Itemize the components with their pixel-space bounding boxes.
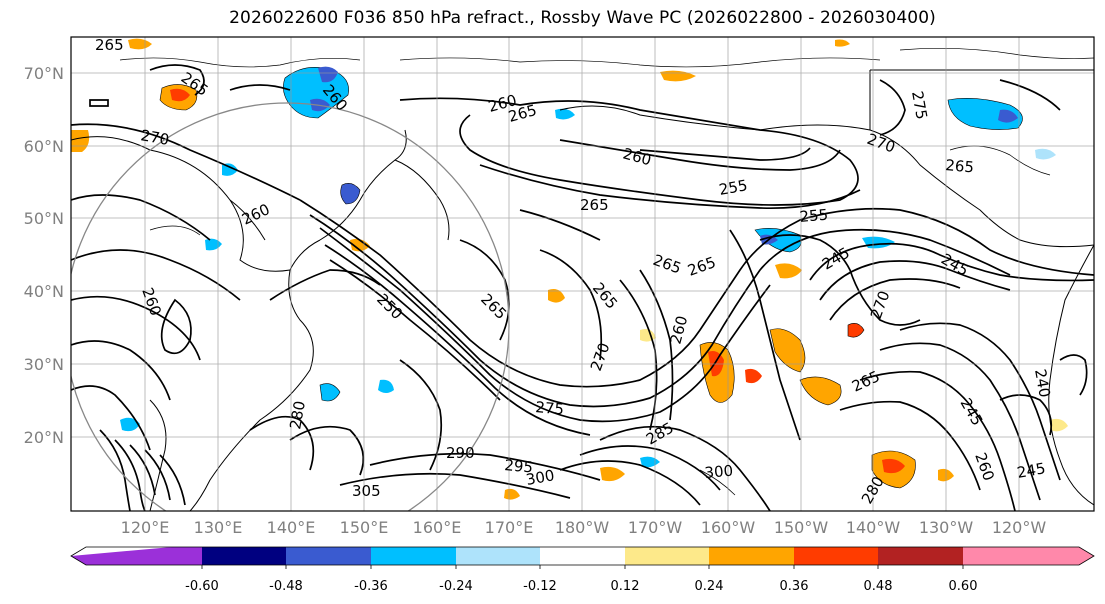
colorbar-segment bbox=[286, 547, 371, 565]
contour-label: 255 bbox=[799, 206, 829, 226]
lon-label: 140°W bbox=[846, 518, 901, 537]
gridlines bbox=[71, 37, 1094, 511]
lat-label: 60°N bbox=[24, 137, 64, 156]
colorbar-tick-label: -0.60 bbox=[185, 579, 219, 594]
refractivity-contours bbox=[71, 64, 1094, 511]
contour-label: 245 bbox=[1016, 459, 1047, 482]
contour-label: 305 bbox=[352, 482, 381, 500]
contour-label: 240 bbox=[1031, 368, 1054, 399]
lon-label: 170°E bbox=[485, 518, 534, 537]
lon-label: 120°E bbox=[121, 518, 170, 537]
lon-label: 120°W bbox=[992, 518, 1047, 537]
contour-label: 280 bbox=[286, 399, 309, 430]
lon-label: 170°W bbox=[628, 518, 683, 537]
lon-label: 150°W bbox=[774, 518, 829, 537]
contour-label: 295 bbox=[504, 456, 534, 476]
lon-axis: 120°E 130°E 140°E 150°E 160°E 170°E 180°… bbox=[121, 518, 1047, 537]
contour-label: 265 bbox=[945, 156, 975, 176]
lat-label: 40°N bbox=[24, 282, 64, 301]
colorbar-segment bbox=[371, 547, 456, 565]
contour-label: 265 bbox=[580, 196, 609, 214]
colorbar-segment bbox=[71, 547, 202, 565]
colorbar-tick-label: -0.48 bbox=[269, 579, 303, 594]
colorbar-segment bbox=[202, 547, 286, 565]
colorbar-tick-label: 0.48 bbox=[864, 579, 893, 594]
colorbar-tick-label: -0.36 bbox=[354, 579, 388, 594]
colorbar-outline bbox=[70, 546, 1095, 566]
lon-label: 160°W bbox=[701, 518, 756, 537]
colorbar-tick-label: 0.24 bbox=[695, 579, 724, 594]
contour-label: 255 bbox=[718, 176, 749, 199]
contour-label: 290 bbox=[446, 444, 475, 462]
lon-label: 130°W bbox=[919, 518, 974, 537]
minor-contours bbox=[119, 47, 1094, 496]
colorbar: -0.60 -0.48 -0.36 -0.24 -0.12 0.12 0.24 … bbox=[70, 546, 1095, 594]
lat-label: 30°N bbox=[24, 355, 64, 374]
contour-label: 275 bbox=[908, 90, 931, 121]
colorbar-tick-label: 0.60 bbox=[949, 579, 978, 594]
lon-label: 140°E bbox=[267, 518, 316, 537]
lon-label: 180°W bbox=[555, 518, 610, 537]
colorbar-tick-label: -0.12 bbox=[523, 579, 557, 594]
coastlines bbox=[71, 69, 1094, 511]
rossby-wave-shading bbox=[71, 38, 1068, 500]
plot-area bbox=[71, 37, 1094, 511]
colorbar-tick-label: -0.24 bbox=[439, 579, 473, 594]
colorbar-tick-label: 0.36 bbox=[780, 579, 809, 594]
contour-label: 300 bbox=[525, 466, 556, 489]
contour-label: 270 bbox=[139, 126, 170, 149]
contour-label: 275 bbox=[535, 398, 565, 418]
lon-label: 160°E bbox=[413, 518, 462, 537]
lon-label: 130°E bbox=[194, 518, 243, 537]
colorbar-segment bbox=[963, 547, 1094, 565]
colorbar-segment bbox=[540, 547, 625, 565]
colorbar-segments bbox=[70, 546, 1095, 566]
colorbar-labels: -0.60 -0.48 -0.36 -0.24 -0.12 0.12 0.24 … bbox=[185, 579, 977, 594]
colorbar-segment bbox=[456, 547, 540, 565]
lat-axis: 70°N 60°N 50°N 40°N 30°N 20°N bbox=[24, 64, 64, 447]
colorbar-segment bbox=[794, 547, 878, 565]
lat-label: 20°N bbox=[24, 428, 64, 447]
colorbar-tick-label: 0.12 bbox=[611, 579, 640, 594]
map-title: 2026022600 F036 850 hPa refract., Rossby… bbox=[229, 8, 936, 28]
lat-label: 70°N bbox=[24, 64, 64, 83]
colorbar-segment bbox=[625, 547, 709, 565]
plot-frame bbox=[70, 36, 1095, 512]
lat-label: 50°N bbox=[24, 209, 64, 228]
colorbar-segment bbox=[878, 547, 963, 565]
colorbar-ticks bbox=[201, 565, 964, 569]
contour-label: 265 bbox=[95, 36, 124, 54]
lon-label: 150°E bbox=[340, 518, 389, 537]
colorbar-segment bbox=[709, 547, 794, 565]
contour-label: 300 bbox=[704, 462, 734, 482]
